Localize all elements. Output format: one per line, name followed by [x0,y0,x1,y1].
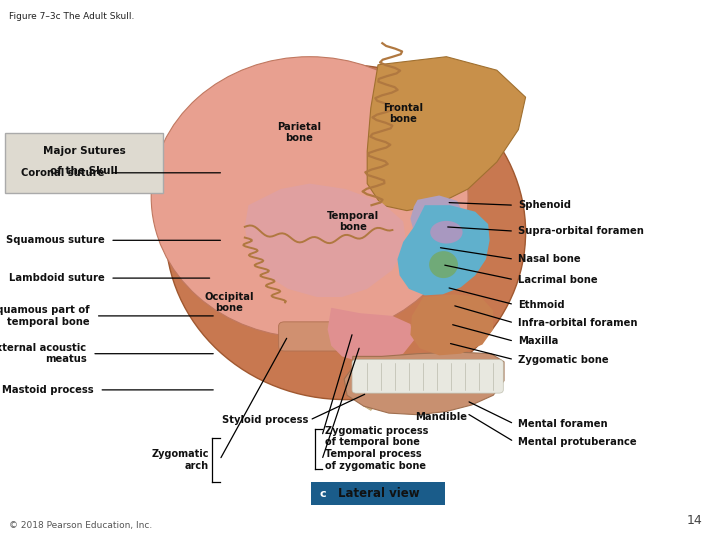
FancyBboxPatch shape [279,322,402,351]
Text: © 2018 Pearson Education, Inc.: © 2018 Pearson Education, Inc. [9,521,152,530]
Text: Mastoid process: Mastoid process [2,385,94,395]
Polygon shape [367,57,526,211]
Text: Figure 7–3c The Adult Skull.: Figure 7–3c The Adult Skull. [9,12,134,21]
Text: Maxilla: Maxilla [518,336,559,346]
Text: Temporal
bone: Temporal bone [327,211,379,232]
Text: of the Skull: of the Skull [50,166,118,176]
Polygon shape [359,362,376,410]
Text: c: c [319,489,326,498]
Polygon shape [397,205,490,295]
FancyBboxPatch shape [311,482,445,505]
Ellipse shape [429,251,458,278]
Text: Infra-orbital foramen: Infra-orbital foramen [518,318,638,328]
FancyBboxPatch shape [311,482,334,505]
Text: Squamous part of
temporal bone: Squamous part of temporal bone [0,305,90,327]
Text: 14: 14 [686,514,702,526]
Text: Lateral view: Lateral view [338,487,419,500]
Text: Lambdoid suture: Lambdoid suture [9,273,104,283]
Text: Occipital
bone: Occipital bone [204,292,253,313]
Text: Zygomatic process
of temporal bone: Zygomatic process of temporal bone [325,426,429,447]
Text: Mental foramen: Mental foramen [518,419,608,429]
Text: Temporal process
of zygomatic bone: Temporal process of zygomatic bone [325,449,426,471]
Polygon shape [410,294,493,355]
Polygon shape [410,195,464,240]
Text: Frontal
bone: Frontal bone [383,103,423,124]
Ellipse shape [151,57,468,338]
Text: Zygomatic
arch: Zygomatic arch [151,449,209,471]
Text: Coronal suture: Coronal suture [21,168,104,178]
Text: Lacrimal bone: Lacrimal bone [518,275,598,285]
Text: External acoustic
meatus: External acoustic meatus [0,343,86,364]
Text: Squamous suture: Squamous suture [6,235,104,245]
Text: Nasal bone: Nasal bone [518,254,581,264]
Text: Styloid process: Styloid process [222,415,308,425]
FancyBboxPatch shape [352,360,503,393]
Ellipse shape [431,221,462,244]
Text: Major Sutures: Major Sutures [43,146,125,156]
Text: Mental protuberance: Mental protuberance [518,437,637,447]
Polygon shape [344,352,504,415]
Text: Supra-orbital foramen: Supra-orbital foramen [518,226,644,236]
Text: Parietal
bone: Parietal bone [276,122,321,143]
Ellipse shape [166,65,526,400]
Text: Ethmoid: Ethmoid [518,300,565,309]
FancyBboxPatch shape [5,133,163,193]
Polygon shape [245,184,407,297]
Polygon shape [328,308,414,362]
Text: Sphenoid: Sphenoid [518,200,572,210]
Text: Mandible: Mandible [415,412,467,422]
Text: Zygomatic bone: Zygomatic bone [518,355,609,365]
